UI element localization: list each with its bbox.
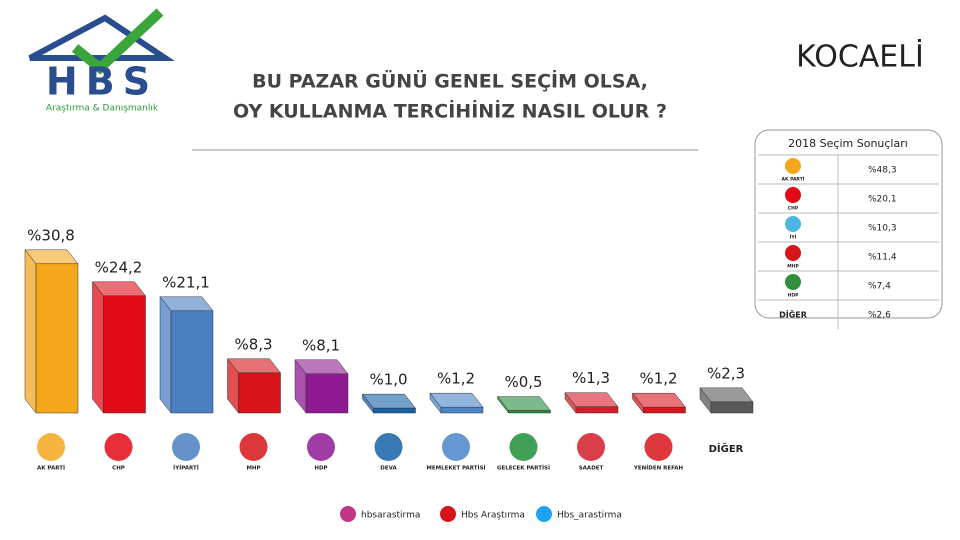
value-label: %1,3 xyxy=(572,369,610,387)
bar xyxy=(643,406,686,414)
value-label: %24,2 xyxy=(95,258,143,276)
party-logo xyxy=(307,433,335,461)
table-title: 2018 Seçim Sonuçları xyxy=(788,137,908,150)
bar xyxy=(710,401,754,414)
value-label: %8,1 xyxy=(302,336,340,354)
party-logo xyxy=(104,433,133,461)
value-label: %1,0 xyxy=(369,371,407,389)
x-tick-label: DEVA xyxy=(380,466,397,472)
party-logo xyxy=(644,433,673,461)
x-tick-label: YENİDEN REFAH xyxy=(633,465,684,472)
bar-side xyxy=(159,296,172,414)
social-handle: Hbs Araştırma xyxy=(461,511,525,521)
x-tick-label: İYİPARTİ xyxy=(173,465,199,472)
value-label: %2,3 xyxy=(707,364,745,382)
social-handle: Hbs_arastirma xyxy=(557,511,622,521)
row-value: %2,6 xyxy=(868,311,891,321)
x-tick-label: GELECEK PARTİSİ xyxy=(497,465,550,472)
x-tick-label: AK PARTİ xyxy=(37,465,65,472)
party-logo xyxy=(239,433,268,461)
chart-title: OY KULLANMA TERCİHİNİZ NASIL OLUR ? xyxy=(233,99,667,123)
row-value: %11,4 xyxy=(868,253,897,263)
social-icon xyxy=(440,506,456,522)
bar-side xyxy=(24,249,37,414)
bar xyxy=(508,410,551,414)
social-icon xyxy=(340,506,356,522)
row-label: AK PARTİ xyxy=(782,176,805,183)
row-logo xyxy=(785,187,801,203)
bar-side xyxy=(92,281,104,414)
row-value: %10,3 xyxy=(868,224,897,234)
value-label: %21,1 xyxy=(162,273,210,291)
row-label: HDP xyxy=(788,293,800,299)
row-label: MHP xyxy=(787,264,799,270)
row-logo xyxy=(785,216,801,232)
bar xyxy=(103,295,146,414)
region: KOCAELİ xyxy=(796,39,924,75)
logo-check xyxy=(71,8,164,75)
value-label: %0,5 xyxy=(504,373,542,391)
bar xyxy=(440,406,484,414)
bar xyxy=(575,406,619,414)
row-value: %20,1 xyxy=(868,195,897,205)
row-label: İYİ xyxy=(790,234,797,241)
x-tick-label: MEMLEKET PARTİSİ xyxy=(426,465,485,472)
value-label: %1,2 xyxy=(639,370,677,388)
row-logo xyxy=(785,274,801,290)
row-logo xyxy=(785,245,801,261)
x-tick-label: SAADET xyxy=(579,466,604,472)
row-label: CHP xyxy=(788,206,799,212)
logo-text: HBS xyxy=(46,60,158,104)
bar xyxy=(238,372,281,414)
party-logo xyxy=(509,433,538,461)
value-label: %8,3 xyxy=(234,335,272,353)
x-tick-label: MHP xyxy=(246,466,260,472)
party-logo xyxy=(172,433,200,461)
row-value: %7,4 xyxy=(868,282,891,292)
party-logo xyxy=(374,433,403,461)
value-label: %1,2 xyxy=(437,370,475,388)
x-tick-label: HDP xyxy=(314,466,327,472)
value-label: %30,8 xyxy=(27,226,75,244)
chart-title: BU PAZAR GÜNÜ GENEL SEÇİM OLSA, xyxy=(252,69,648,93)
social-handle: hbsarastirma xyxy=(361,511,420,521)
x-tick-label: DİĞER xyxy=(709,441,744,455)
party-logo xyxy=(577,433,605,461)
x-tick-label: CHP xyxy=(112,466,125,472)
bar xyxy=(305,373,349,414)
logo-subtitle: Araştırma & Danışmanlık xyxy=(46,104,159,114)
row-logo xyxy=(785,158,801,174)
results-table xyxy=(754,129,943,319)
row-value: %48,3 xyxy=(868,166,897,176)
social-icon xyxy=(536,506,552,522)
bar xyxy=(35,263,79,414)
bar xyxy=(170,310,214,414)
party-logo xyxy=(37,433,65,461)
party-logo xyxy=(442,433,470,461)
row-label: DİĞER xyxy=(779,309,807,320)
bar xyxy=(373,407,416,414)
